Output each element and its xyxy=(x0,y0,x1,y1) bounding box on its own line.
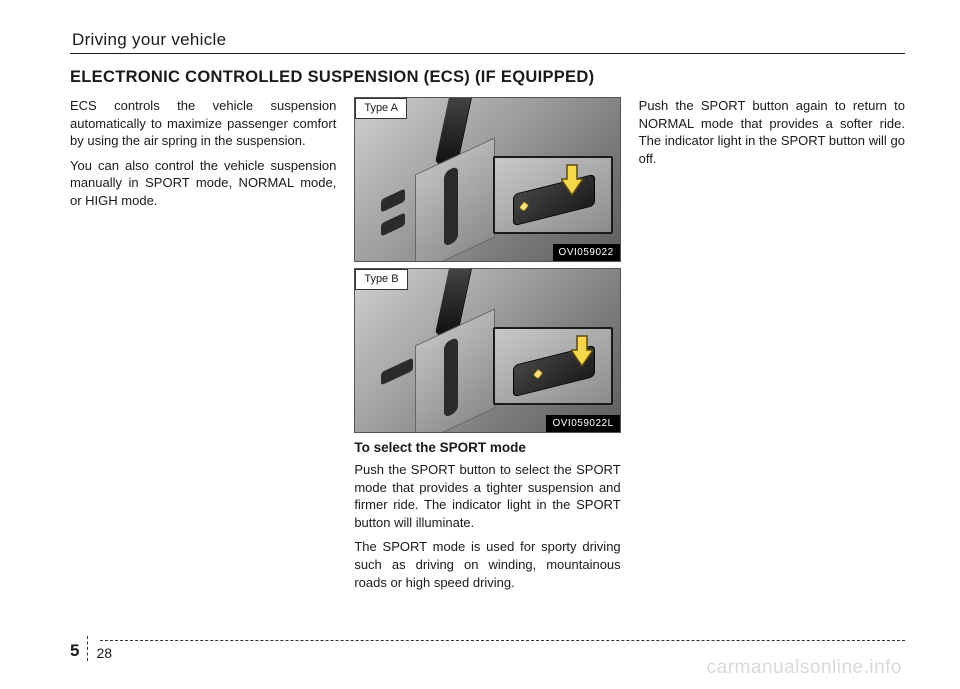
pagenum-separator xyxy=(87,636,88,661)
arrow-down-icon xyxy=(561,163,583,197)
arrow-down-icon xyxy=(571,334,593,368)
sport-led-icon xyxy=(518,201,529,212)
column-3: Push the SPORT button again to return to… xyxy=(639,97,905,598)
col2-subhead: To select the SPORT mode xyxy=(354,439,620,457)
figure-b-code: OVI059022L xyxy=(546,415,619,433)
sport-led-icon xyxy=(532,368,543,379)
figure-type-a: Type A OVI059022 xyxy=(354,97,620,262)
column-1: ECS controls the vehicle suspension auto… xyxy=(70,97,336,598)
figure-type-b: Type B OVI059022L xyxy=(354,268,620,433)
page-number: 5 28 xyxy=(70,636,112,661)
console-button-icon xyxy=(381,188,405,212)
console-button-icon xyxy=(381,358,413,386)
section-title: ELECTRONIC CONTROLLED SUSPENSION (ECS) (… xyxy=(70,68,905,87)
shift-gate-icon xyxy=(415,137,495,262)
figure-b-type-badge: Type B xyxy=(355,269,407,290)
col1-paragraph-2: You can also control the vehicle suspens… xyxy=(70,157,336,210)
col3-paragraph-1: Push the SPORT button again to return to… xyxy=(639,97,905,167)
column-2: Type A OVI059022 xyxy=(354,97,620,598)
col2-paragraph-2: The SPORT mode is used for sporty drivin… xyxy=(354,538,620,591)
footer-dashed-rule xyxy=(100,640,905,641)
figure-b-inset xyxy=(493,327,613,405)
manual-page: Driving your vehicle ELECTRONIC CONTROLL… xyxy=(0,0,960,689)
col1-paragraph-1: ECS controls the vehicle suspension auto… xyxy=(70,97,336,150)
figure-a-type-badge: Type A xyxy=(355,98,407,119)
chapter-number: 5 xyxy=(70,641,79,661)
figure-a-inset xyxy=(493,156,613,234)
col2-paragraph-1: Push the SPORT button to select the SPOR… xyxy=(354,461,620,531)
content-columns: ECS controls the vehicle suspension auto… xyxy=(70,97,905,598)
shift-gate-icon xyxy=(415,308,495,433)
page-in-chapter: 28 xyxy=(96,645,112,661)
console-button-icon xyxy=(381,212,405,236)
figure-a-code: OVI059022 xyxy=(553,244,620,262)
source-watermark: carmanualsonline.info xyxy=(707,657,902,679)
top-rule xyxy=(70,53,905,54)
running-head: Driving your vehicle xyxy=(70,30,905,50)
